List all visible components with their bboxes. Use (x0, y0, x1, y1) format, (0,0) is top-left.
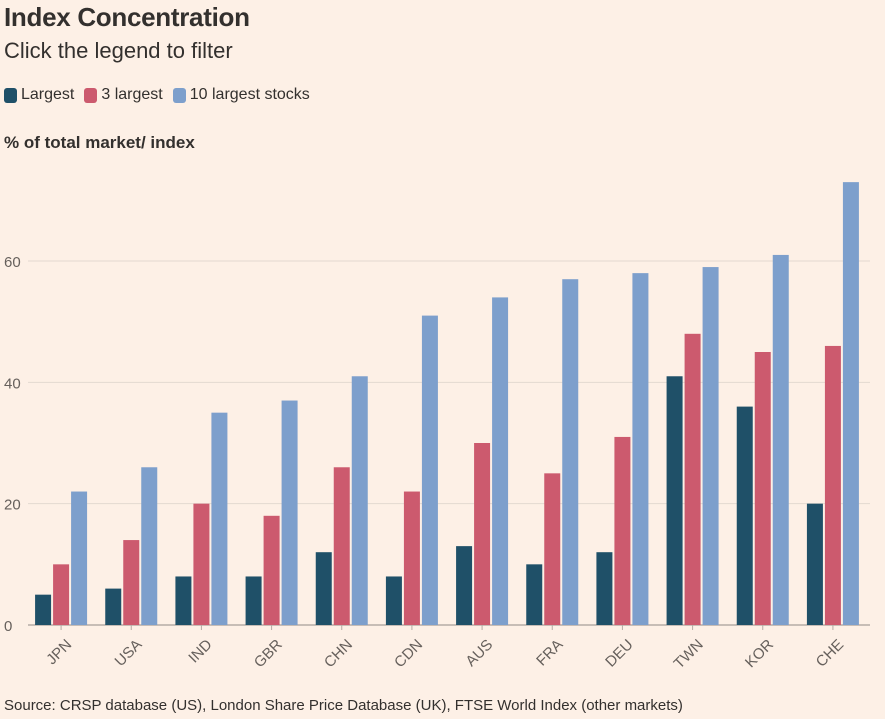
bar-kor-series-1 (754, 352, 771, 625)
bar-usa-series-2 (141, 467, 158, 625)
x-tick-label-usa: USA (112, 636, 146, 670)
x-tick-label-kor: KOR (742, 636, 777, 671)
bar-ind-series-2 (211, 412, 228, 625)
y-tick-label-0: 0 (4, 618, 12, 635)
bar-aus-series-2 (492, 297, 509, 625)
x-tick-label-twn: TWN (671, 636, 707, 672)
bar-aus-series-1 (474, 443, 491, 625)
x-tick-label-aus: AUS (462, 636, 496, 670)
bar-gbr-series-1 (263, 515, 280, 625)
bar-fra-series-0 (526, 564, 543, 625)
y-tick-label-40: 40 (4, 375, 21, 392)
bar-gbr-series-0 (245, 576, 262, 625)
x-tick-label-ind: IND (185, 636, 215, 666)
x-tick-label-jpn: JPN (43, 636, 75, 668)
bar-chn-series-0 (315, 552, 332, 625)
bar-jpn-series-1 (53, 564, 70, 625)
bar-che-series-1 (824, 345, 841, 625)
bar-usa-series-1 (123, 540, 140, 625)
bar-twn-series-2 (702, 267, 719, 625)
bar-aus-series-0 (456, 546, 473, 625)
legend-swatch-largest (4, 87, 17, 103)
y-tick-label-20: 20 (4, 497, 21, 514)
bar-che-series-2 (842, 182, 859, 625)
bar-chn-series-2 (351, 376, 368, 625)
bar-che-series-0 (806, 503, 823, 625)
legend-swatch-3-largest (84, 87, 98, 103)
bar-cdn-series-2 (421, 315, 438, 625)
legend-item-10-largest[interactable]: 10 largest stocks (172, 86, 310, 104)
legend-item-3-largest[interactable]: 3 largest (84, 86, 163, 104)
bar-deu-series-0 (596, 552, 613, 625)
legend-label-largest: Largest (21, 86, 75, 103)
bar-kor-series-2 (772, 254, 789, 625)
bar-twn-series-1 (684, 333, 701, 625)
y-axis-label: % of total market/ index (4, 133, 195, 152)
legend-label-10-largest: 10 largest stocks (189, 86, 310, 103)
x-tick-label-deu: DEU (602, 636, 636, 670)
bar-cdn-series-0 (385, 576, 402, 625)
x-tick-label-chn: CHN (321, 636, 356, 671)
x-tick-label-fra: FRA (533, 636, 566, 669)
bar-deu-series-1 (614, 436, 631, 625)
legend-swatch-10-largest (172, 87, 186, 103)
chart-title: Index Concentration (4, 2, 250, 32)
y-tick-label-60: 60 (4, 254, 21, 271)
bar-usa-series-0 (105, 588, 122, 625)
bar-cdn-series-1 (403, 491, 420, 625)
source-note: Source: CRSP database (US), London Share… (4, 697, 683, 714)
x-tick-label-che: CHE (813, 636, 847, 670)
bar-chn-series-1 (333, 467, 350, 625)
bar-gbr-series-2 (281, 400, 298, 625)
bar-jpn-series-2 (71, 491, 88, 625)
bar-jpn-series-0 (35, 594, 52, 625)
legend-label-3-largest: 3 largest (101, 86, 163, 103)
legend-item-largest[interactable]: Largest (4, 86, 74, 104)
x-tick-label-cdn: CDN (391, 636, 426, 671)
bar-ind-series-0 (175, 576, 192, 625)
bar-fra-series-2 (562, 279, 579, 625)
bar-deu-series-2 (632, 273, 649, 625)
bar-kor-series-0 (736, 406, 753, 625)
bar-ind-series-1 (193, 503, 210, 625)
bar-fra-series-1 (544, 473, 561, 625)
chart-subtitle: Click the legend to filter (4, 38, 233, 63)
legend: Largest 3 largest 10 largest stocks (4, 86, 320, 104)
bar-twn-series-0 (666, 376, 683, 625)
x-tick-label-gbr: GBR (251, 636, 286, 671)
